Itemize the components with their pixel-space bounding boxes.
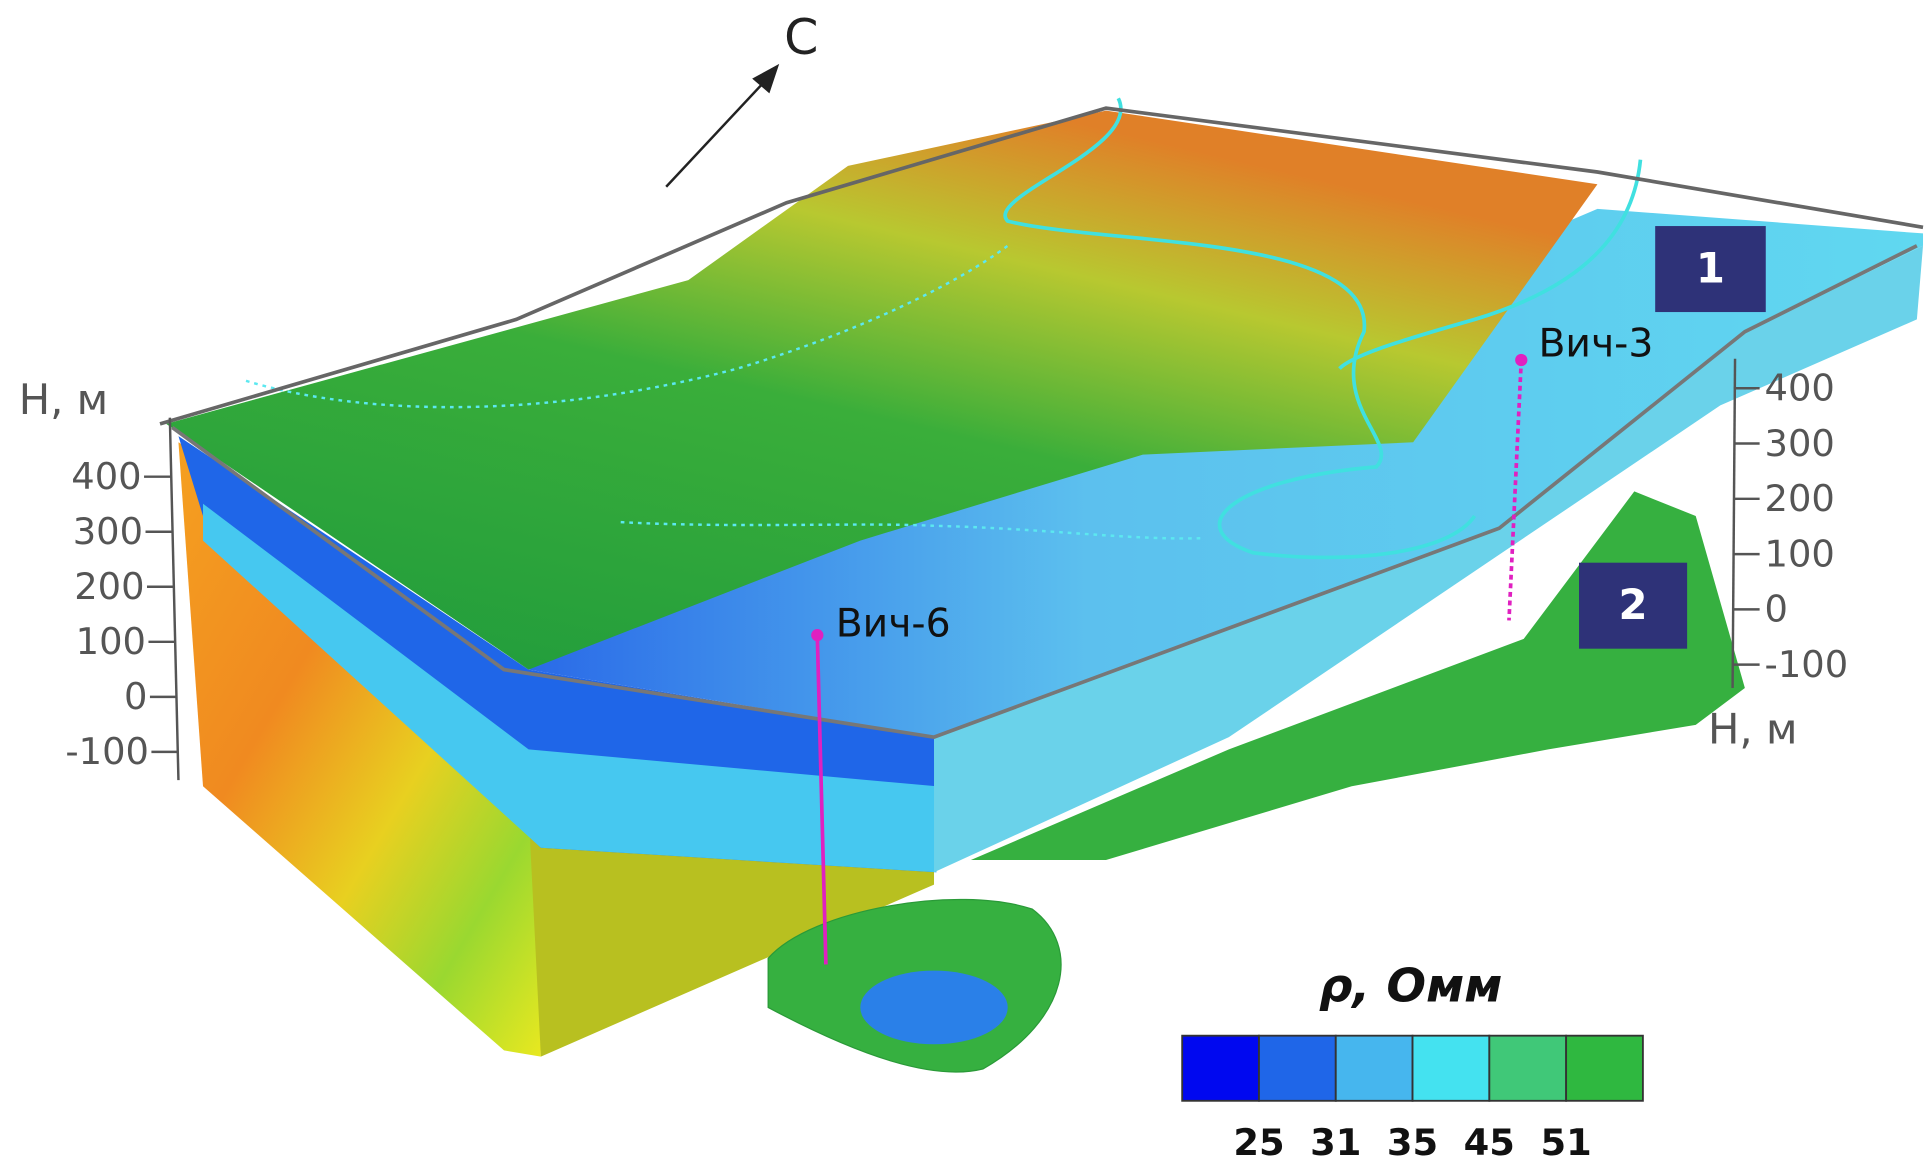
north-arrow: С (665, 8, 818, 188)
axis-title: H, м (1708, 704, 1797, 753)
lower-surface (528, 208, 1924, 738)
front-blue-layer (178, 436, 937, 873)
markers: 1 2 (1579, 226, 1766, 649)
marker-label: 1 (1696, 244, 1725, 293)
marker-label: 2 (1619, 580, 1648, 629)
legend-swatch (1258, 1034, 1337, 1102)
dotted-line (620, 520, 1205, 540)
legend-swatch (1334, 1034, 1414, 1102)
right-axis: H, м 400 300 200 100 0 -100 (1708, 358, 1849, 753)
tick-label: 0 (124, 675, 147, 718)
tick-label: 200 (1765, 477, 1835, 520)
legend-label: 51 (1540, 1121, 1591, 1161)
arrow-head (752, 63, 780, 94)
tick-label: 300 (73, 510, 143, 553)
block-model (159, 97, 1924, 1073)
well-head (811, 629, 824, 642)
well-line (815, 635, 828, 965)
tick-label: 200 (74, 565, 144, 608)
tick-label: -100 (65, 730, 149, 773)
well-label: Вич-6 (836, 601, 951, 646)
legend-swatch (1411, 1034, 1491, 1102)
outline (171, 244, 1918, 740)
legend-label: 35 (1387, 1121, 1438, 1161)
north-label: С (784, 8, 818, 66)
wells: Вич-6 Вич-3 (811, 321, 1653, 965)
well-line (1507, 359, 1524, 621)
axis-line (168, 417, 180, 781)
legend-swatch (1488, 1034, 1568, 1102)
front-cyan-layer (203, 503, 937, 873)
marker-box (1579, 562, 1688, 649)
lower-green-body (970, 491, 1745, 860)
axis-title: H, м (19, 375, 108, 424)
legend-title: ρ, Омм (1319, 959, 1502, 1013)
tick-label: -100 (1765, 643, 1849, 686)
right-face (934, 245, 1924, 873)
well-label: Вич-3 (1538, 321, 1653, 366)
tick-label: 300 (1765, 422, 1835, 465)
river (1003, 97, 1477, 560)
river-2 (1338, 159, 1643, 370)
legend: ρ, Омм 25 31 35 45 51 (1181, 959, 1644, 1161)
tick-label: 400 (1765, 367, 1835, 410)
legend-label: 45 (1464, 1121, 1515, 1161)
tick-label: 400 (71, 455, 141, 498)
tick-label: 100 (76, 620, 146, 663)
arrow-line (665, 72, 773, 188)
basin-core (860, 970, 1008, 1045)
left-axis: H, м 400 300 200 100 0 -100 (19, 375, 180, 781)
well-head (1515, 353, 1528, 367)
outline (159, 106, 1924, 426)
marker-box (1655, 226, 1766, 313)
legend-label: 31 (1310, 1121, 1361, 1161)
front-hatch (528, 810, 935, 1057)
tick-label: 0 (1765, 588, 1788, 631)
legend-swatch (1181, 1034, 1260, 1102)
axis-line (1731, 358, 1737, 689)
legend-swatch (1565, 1034, 1644, 1102)
legend-label: 25 (1233, 1121, 1284, 1161)
tick-label: 100 (1765, 532, 1835, 575)
